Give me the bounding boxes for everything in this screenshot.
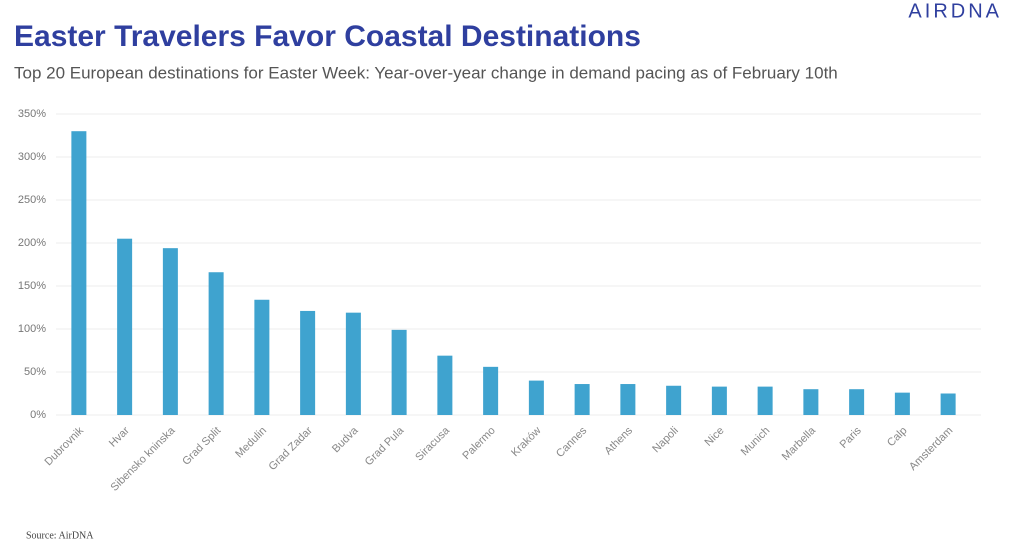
y-tick-label: 50% — [24, 366, 46, 378]
logo: AIRDNA — [908, 0, 1002, 22]
x-tick-label: Budva — [330, 424, 361, 455]
x-tick-label: Paris — [838, 424, 865, 451]
bar — [208, 272, 224, 415]
y-tick-label: 100% — [18, 323, 46, 335]
x-tick-label: Medulin — [233, 425, 269, 461]
bar — [117, 238, 133, 415]
x-tick-label: Grad Zadar — [267, 424, 315, 472]
bar — [254, 299, 270, 415]
bar — [300, 310, 316, 415]
bar — [711, 386, 727, 415]
bar — [803, 389, 819, 415]
x-tick-label: Amsterdam — [907, 425, 955, 473]
chart-title: Easter Travelers Favor Coastal Destinati… — [14, 20, 641, 53]
bar — [162, 248, 178, 415]
x-tick-label: Cannes — [554, 424, 590, 460]
bar — [666, 385, 682, 415]
y-tick-label: 300% — [18, 151, 46, 163]
x-tick-label: Dubrovnik — [43, 424, 87, 468]
bar — [849, 389, 865, 415]
x-tick-label: Siracusa — [413, 424, 452, 463]
y-tick-label: 200% — [18, 237, 46, 249]
bar — [71, 131, 87, 415]
x-tick-label: Nice — [702, 425, 726, 449]
bar — [483, 366, 499, 415]
y-tick-label: 150% — [18, 280, 46, 292]
y-tick-label: 350% — [18, 108, 46, 120]
x-tick-label: Grad Split — [180, 425, 223, 468]
chart-subtitle: Top 20 European destinations for Easter … — [14, 63, 838, 82]
x-tick-label: Marbella — [780, 424, 819, 463]
bar — [940, 393, 956, 415]
source: Source: AirDNA — [26, 530, 94, 541]
bar — [437, 355, 453, 415]
y-tick-label: 0% — [30, 409, 46, 421]
bar — [574, 384, 590, 415]
x-tick-label: Athens — [602, 424, 635, 457]
bar — [345, 312, 361, 415]
x-tick-label: Palermo — [460, 425, 497, 462]
bar — [391, 329, 407, 415]
x-tick-label: Hvar — [107, 424, 132, 449]
bar — [894, 392, 910, 415]
x-tick-label: Grad Pula — [363, 424, 407, 468]
bar — [528, 380, 544, 415]
y-tick-label: 250% — [18, 194, 46, 206]
x-tick-label: Kraków — [509, 425, 543, 459]
x-tick-label: Napoli — [650, 425, 681, 456]
x-tick-label: Munich — [739, 425, 773, 459]
bar — [757, 386, 773, 415]
x-tick-label: Calp — [885, 425, 909, 449]
bar — [620, 384, 636, 415]
